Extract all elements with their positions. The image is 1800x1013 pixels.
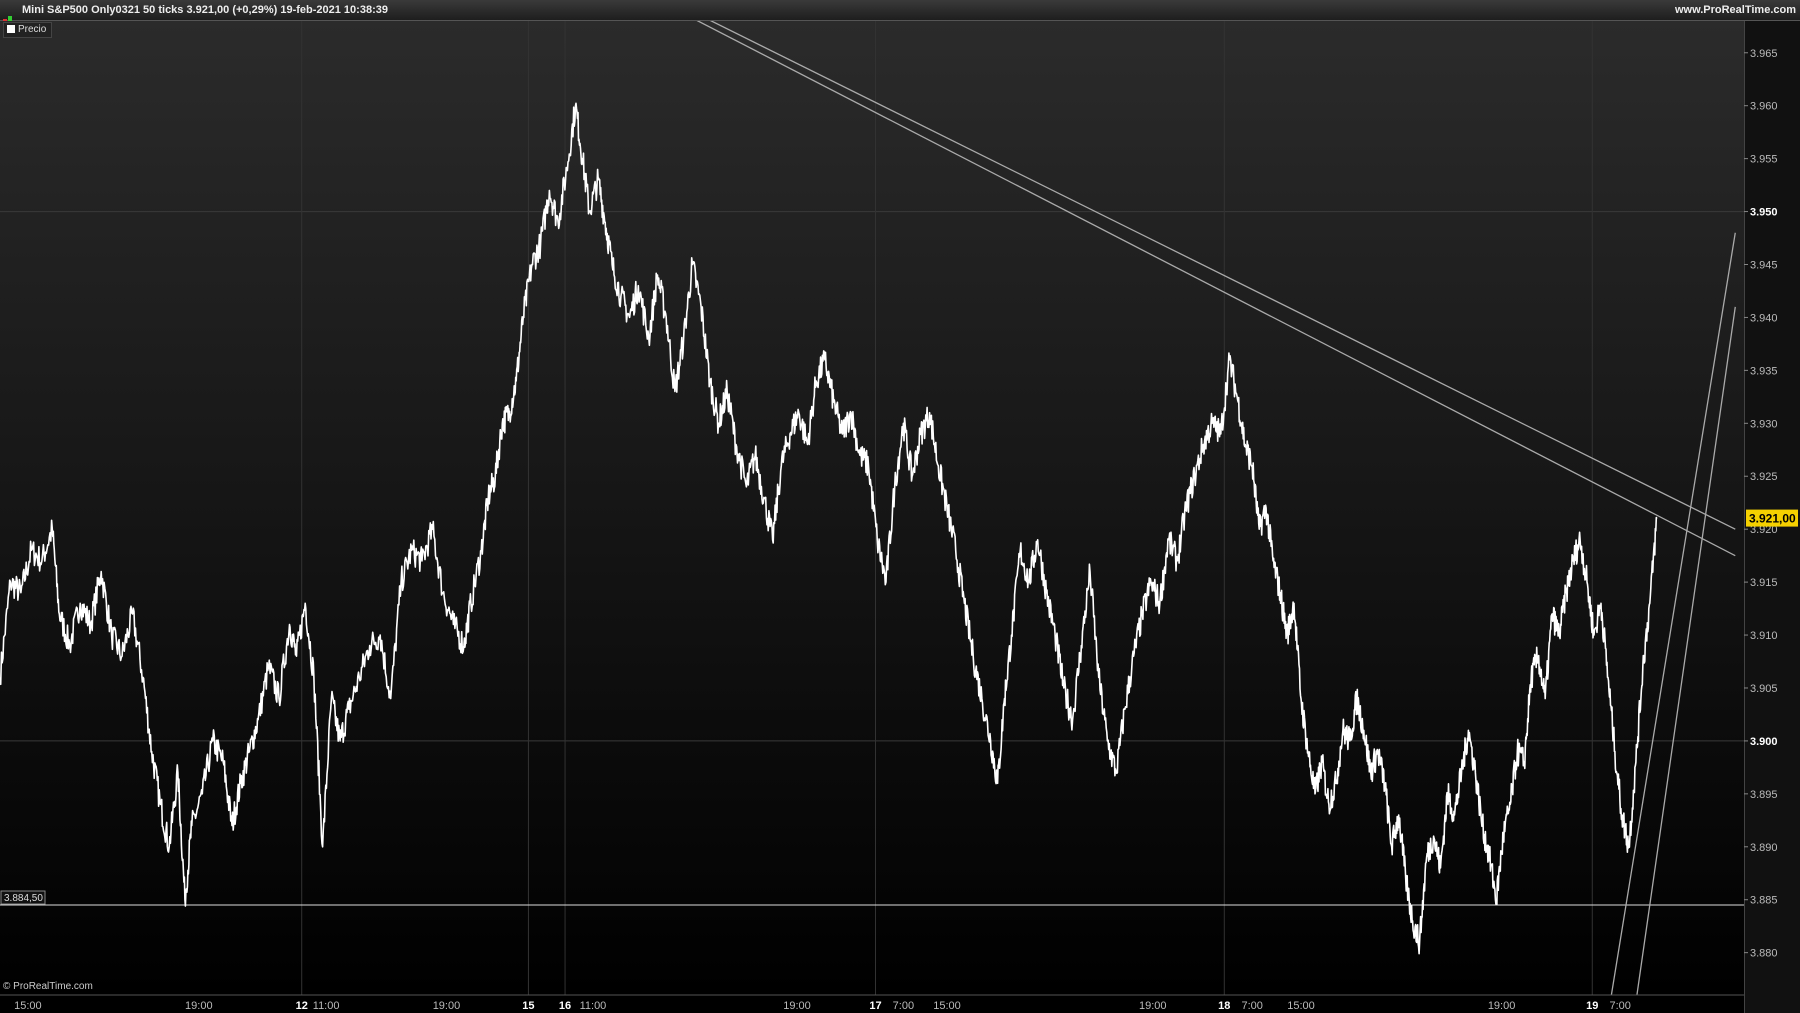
support-line-label: 3.884,50 (4, 893, 43, 904)
support-line-badge (0, 890, 46, 905)
x-tick-label: 17 (869, 1000, 881, 1012)
y-tick-label: 3.885 (1750, 895, 1778, 907)
window-title: Mini S&P500 Only0321 50 ticks 3.921,00 (… (22, 4, 388, 16)
chart-bars-icon (3, 5, 17, 45)
y-tick-label: 3.955 (1750, 154, 1778, 166)
y-tick-label: 3.910 (1750, 630, 1778, 642)
legend-label: Precio (18, 24, 47, 35)
x-tick-label: 19:00 (783, 1000, 811, 1012)
trendline[interactable] (1632, 306, 1736, 1013)
y-tick-label: 3.915 (1750, 577, 1778, 589)
legend-swatch (7, 25, 15, 33)
x-tick-label: 7:00 (893, 1000, 914, 1012)
y-tick-label: 3.940 (1750, 312, 1778, 324)
x-tick-label: 19 (1586, 1000, 1598, 1012)
x-tick-label: 12 (296, 1000, 308, 1012)
x-tick-label: 19:00 (1488, 1000, 1516, 1012)
y-tick-label: 3.905 (1750, 683, 1778, 695)
y-tick-label: 3.890 (1750, 842, 1778, 854)
x-tick-label: 19:00 (433, 1000, 461, 1012)
y-tick-label: 3.930 (1750, 418, 1778, 430)
x-tick-label: 11:00 (313, 1000, 340, 1012)
copyright-text: © ProRealTime.com (3, 981, 93, 992)
x-tick-label: 15 (522, 1000, 534, 1012)
y-tick-label: 3.960 (1750, 101, 1778, 113)
x-tick-label: 7:00 (1241, 1000, 1262, 1012)
y-tick-label: 3.935 (1750, 365, 1778, 377)
y-tick-label: 3.965 (1750, 48, 1778, 60)
trendline[interactable] (1606, 232, 1736, 1013)
current-price-label: 3.921,00 (1749, 512, 1796, 526)
x-tick-label: 15:00 (14, 1000, 42, 1012)
y-tick-label: 3.925 (1750, 471, 1778, 483)
y-tick-label: 3.945 (1750, 260, 1778, 272)
trendline[interactable] (349, 21, 1736, 557)
x-tick-label: 15:00 (1287, 1000, 1315, 1012)
series-legend[interactable]: Precio (3, 22, 53, 38)
y-tick-label: 3.950 (1750, 207, 1778, 219)
site-link[interactable]: www.ProRealTime.com (1674, 4, 1796, 16)
x-tick-label: 19:00 (1139, 1000, 1167, 1012)
window-titlebar: Mini S&P500 Only0321 50 ticks 3.921,00 (… (0, 0, 1800, 45)
x-tick-label: 16 (559, 1000, 571, 1012)
y-tick-label: 3.920 (1750, 524, 1778, 536)
price-chart[interactable]: 3.884,50 3.965 3.960 3.955 3.950 3.945 3.940 3… (0, 21, 1800, 1013)
current-price-badge (1746, 509, 1798, 527)
trendline[interactable] (349, 21, 1736, 530)
x-tick-label: 18 (1218, 1000, 1230, 1012)
y-tick-label: 3.880 (1750, 948, 1778, 960)
y-tick-label: 3.900 (1750, 736, 1778, 748)
x-tick-label: 7:00 (1609, 1000, 1630, 1012)
x-tick-label: 19:00 (185, 1000, 213, 1012)
y-tick-label: 3.895 (1750, 789, 1778, 801)
x-tick-label: 15:00 (933, 1000, 961, 1012)
price-series-line[interactable] (0, 102, 1658, 955)
x-tick-label: 11:00 (580, 1000, 607, 1012)
